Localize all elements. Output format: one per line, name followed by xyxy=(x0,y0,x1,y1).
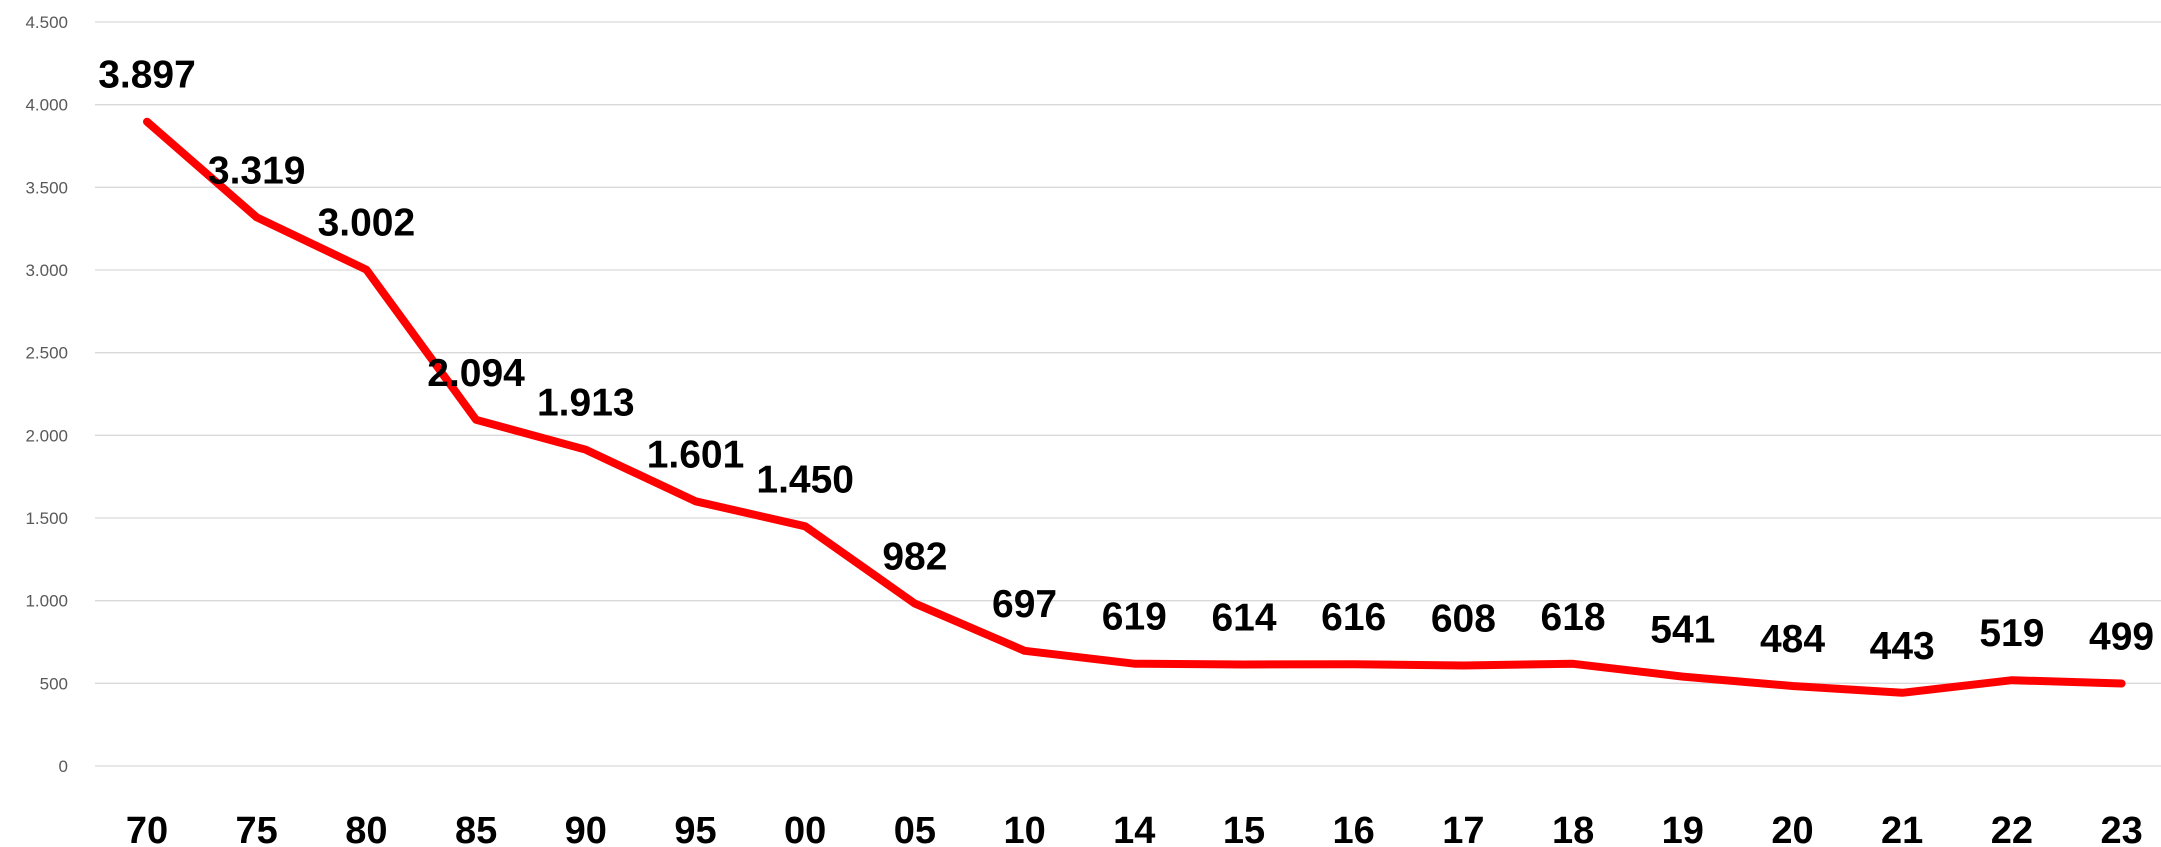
x-tick-label: 90 xyxy=(565,810,607,847)
data-label: 443 xyxy=(1870,625,1935,668)
data-label: 3.319 xyxy=(208,149,306,192)
x-tick-label: 19 xyxy=(1662,810,1704,847)
series-line xyxy=(143,117,2126,697)
gridlines xyxy=(95,21,2161,767)
y-tick-label: 500 xyxy=(40,674,68,693)
data-label: 2.094 xyxy=(427,352,525,395)
y-tick-label: 1.000 xyxy=(25,592,68,611)
y-tick-label: 4.000 xyxy=(25,96,68,115)
data-label: 618 xyxy=(1541,596,1606,639)
x-tick-label: 20 xyxy=(1771,810,1813,847)
y-axis-ticks: 0 500 1.000 1.500 2.000 2.500 3.000 3.500 4.000 4… xyxy=(25,13,68,776)
data-label: 519 xyxy=(1979,612,2044,655)
data-label: 614 xyxy=(1211,596,1276,639)
y-tick-label: 0 xyxy=(59,757,68,776)
x-tick-label: 00 xyxy=(784,810,826,847)
data-label: 982 xyxy=(882,536,947,579)
data-label: 484 xyxy=(1760,618,1825,661)
x-axis-ticks: 70 75 80 85 90 95 00 05 10 14 15 16 17 18 19 20 21 22 23 xyxy=(126,810,2143,847)
data-label: 499 xyxy=(2089,615,2154,658)
data-label: 608 xyxy=(1431,597,1496,640)
x-tick-label: 16 xyxy=(1333,810,1375,847)
x-tick-label: 23 xyxy=(2100,810,2142,847)
x-tick-label: 21 xyxy=(1881,810,1923,847)
y-tick-label: 4.500 xyxy=(25,13,68,32)
x-tick-label: 75 xyxy=(236,810,278,847)
y-tick-label: 3.500 xyxy=(25,178,68,197)
x-tick-label: 10 xyxy=(1003,810,1045,847)
x-tick-label: 22 xyxy=(1991,810,2033,847)
x-tick-label: 85 xyxy=(455,810,497,847)
y-tick-label: 2.000 xyxy=(25,426,68,445)
data-label: 1.450 xyxy=(756,458,854,501)
data-labels: 3.897 3.319 3.002 2.094 1.913 1.601 1.450 982 69… xyxy=(98,54,2154,668)
x-tick-label: 80 xyxy=(345,810,387,847)
y-tick-label: 2.500 xyxy=(25,344,68,363)
x-tick-label: 95 xyxy=(674,810,716,847)
data-label: 3.897 xyxy=(98,54,196,97)
data-label: 3.002 xyxy=(318,202,416,245)
x-tick-label: 70 xyxy=(126,810,168,847)
x-tick-label: 05 xyxy=(894,810,936,847)
x-tick-label: 15 xyxy=(1223,810,1265,847)
data-label: 697 xyxy=(992,583,1057,626)
data-label: 1.601 xyxy=(647,433,745,476)
data-label: 541 xyxy=(1650,609,1715,652)
data-label: 619 xyxy=(1102,596,1167,639)
x-tick-label: 14 xyxy=(1113,810,1155,847)
x-tick-label: 18 xyxy=(1552,810,1594,847)
x-tick-label: 17 xyxy=(1442,810,1484,847)
y-tick-label: 3.000 xyxy=(25,261,68,280)
data-label: 1.913 xyxy=(537,382,635,425)
data-label: 616 xyxy=(1321,596,1386,639)
y-tick-label: 1.500 xyxy=(25,509,68,528)
